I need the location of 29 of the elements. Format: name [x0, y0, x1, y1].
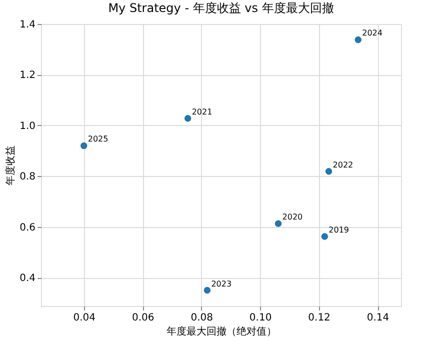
- annotation: 2022: [332, 160, 354, 170]
- y-tick-label: 1.4: [20, 20, 36, 30]
- annotation: 2021: [192, 107, 212, 116]
- y-tick-label: 0.4: [20, 273, 36, 284]
- x-tick-label: 0.10: [249, 312, 272, 324]
- annotation: 2020: [282, 212, 303, 222]
- x-tick-label: 0.14: [366, 312, 390, 324]
- point: [204, 286, 211, 294]
- x-tick-label: 0.04: [73, 312, 96, 324]
- annotation: 2024: [362, 28, 382, 38]
- x-tick-label: 0.06: [132, 312, 154, 324]
- point: [321, 233, 328, 240]
- point: [274, 220, 282, 227]
- y-tick-label: 0.6: [20, 222, 36, 234]
- x-axis-title: 年度最大回撤（绝对值）: [166, 326, 276, 338]
- y-tick-label: 1.2: [20, 70, 36, 82]
- point: [354, 36, 362, 44]
- annotation: 2025: [88, 134, 108, 144]
- y-axis-title: 年度收益: [4, 146, 17, 186]
- point: [325, 168, 332, 175]
- point: [184, 114, 192, 122]
- x-tick-label: 0.08: [190, 312, 213, 324]
- y-tick-label: 1.0: [20, 120, 36, 132]
- x-tick-label: 0.12: [308, 312, 330, 324]
- annotation: 2023: [211, 279, 232, 288]
- y-tick-label: 0.8: [20, 172, 36, 183]
- chart-title: My Strategy - 年度收益 vs 年度最大回撤: [108, 1, 334, 15]
- annotation: 2019: [328, 226, 350, 235]
- point: [80, 142, 88, 150]
